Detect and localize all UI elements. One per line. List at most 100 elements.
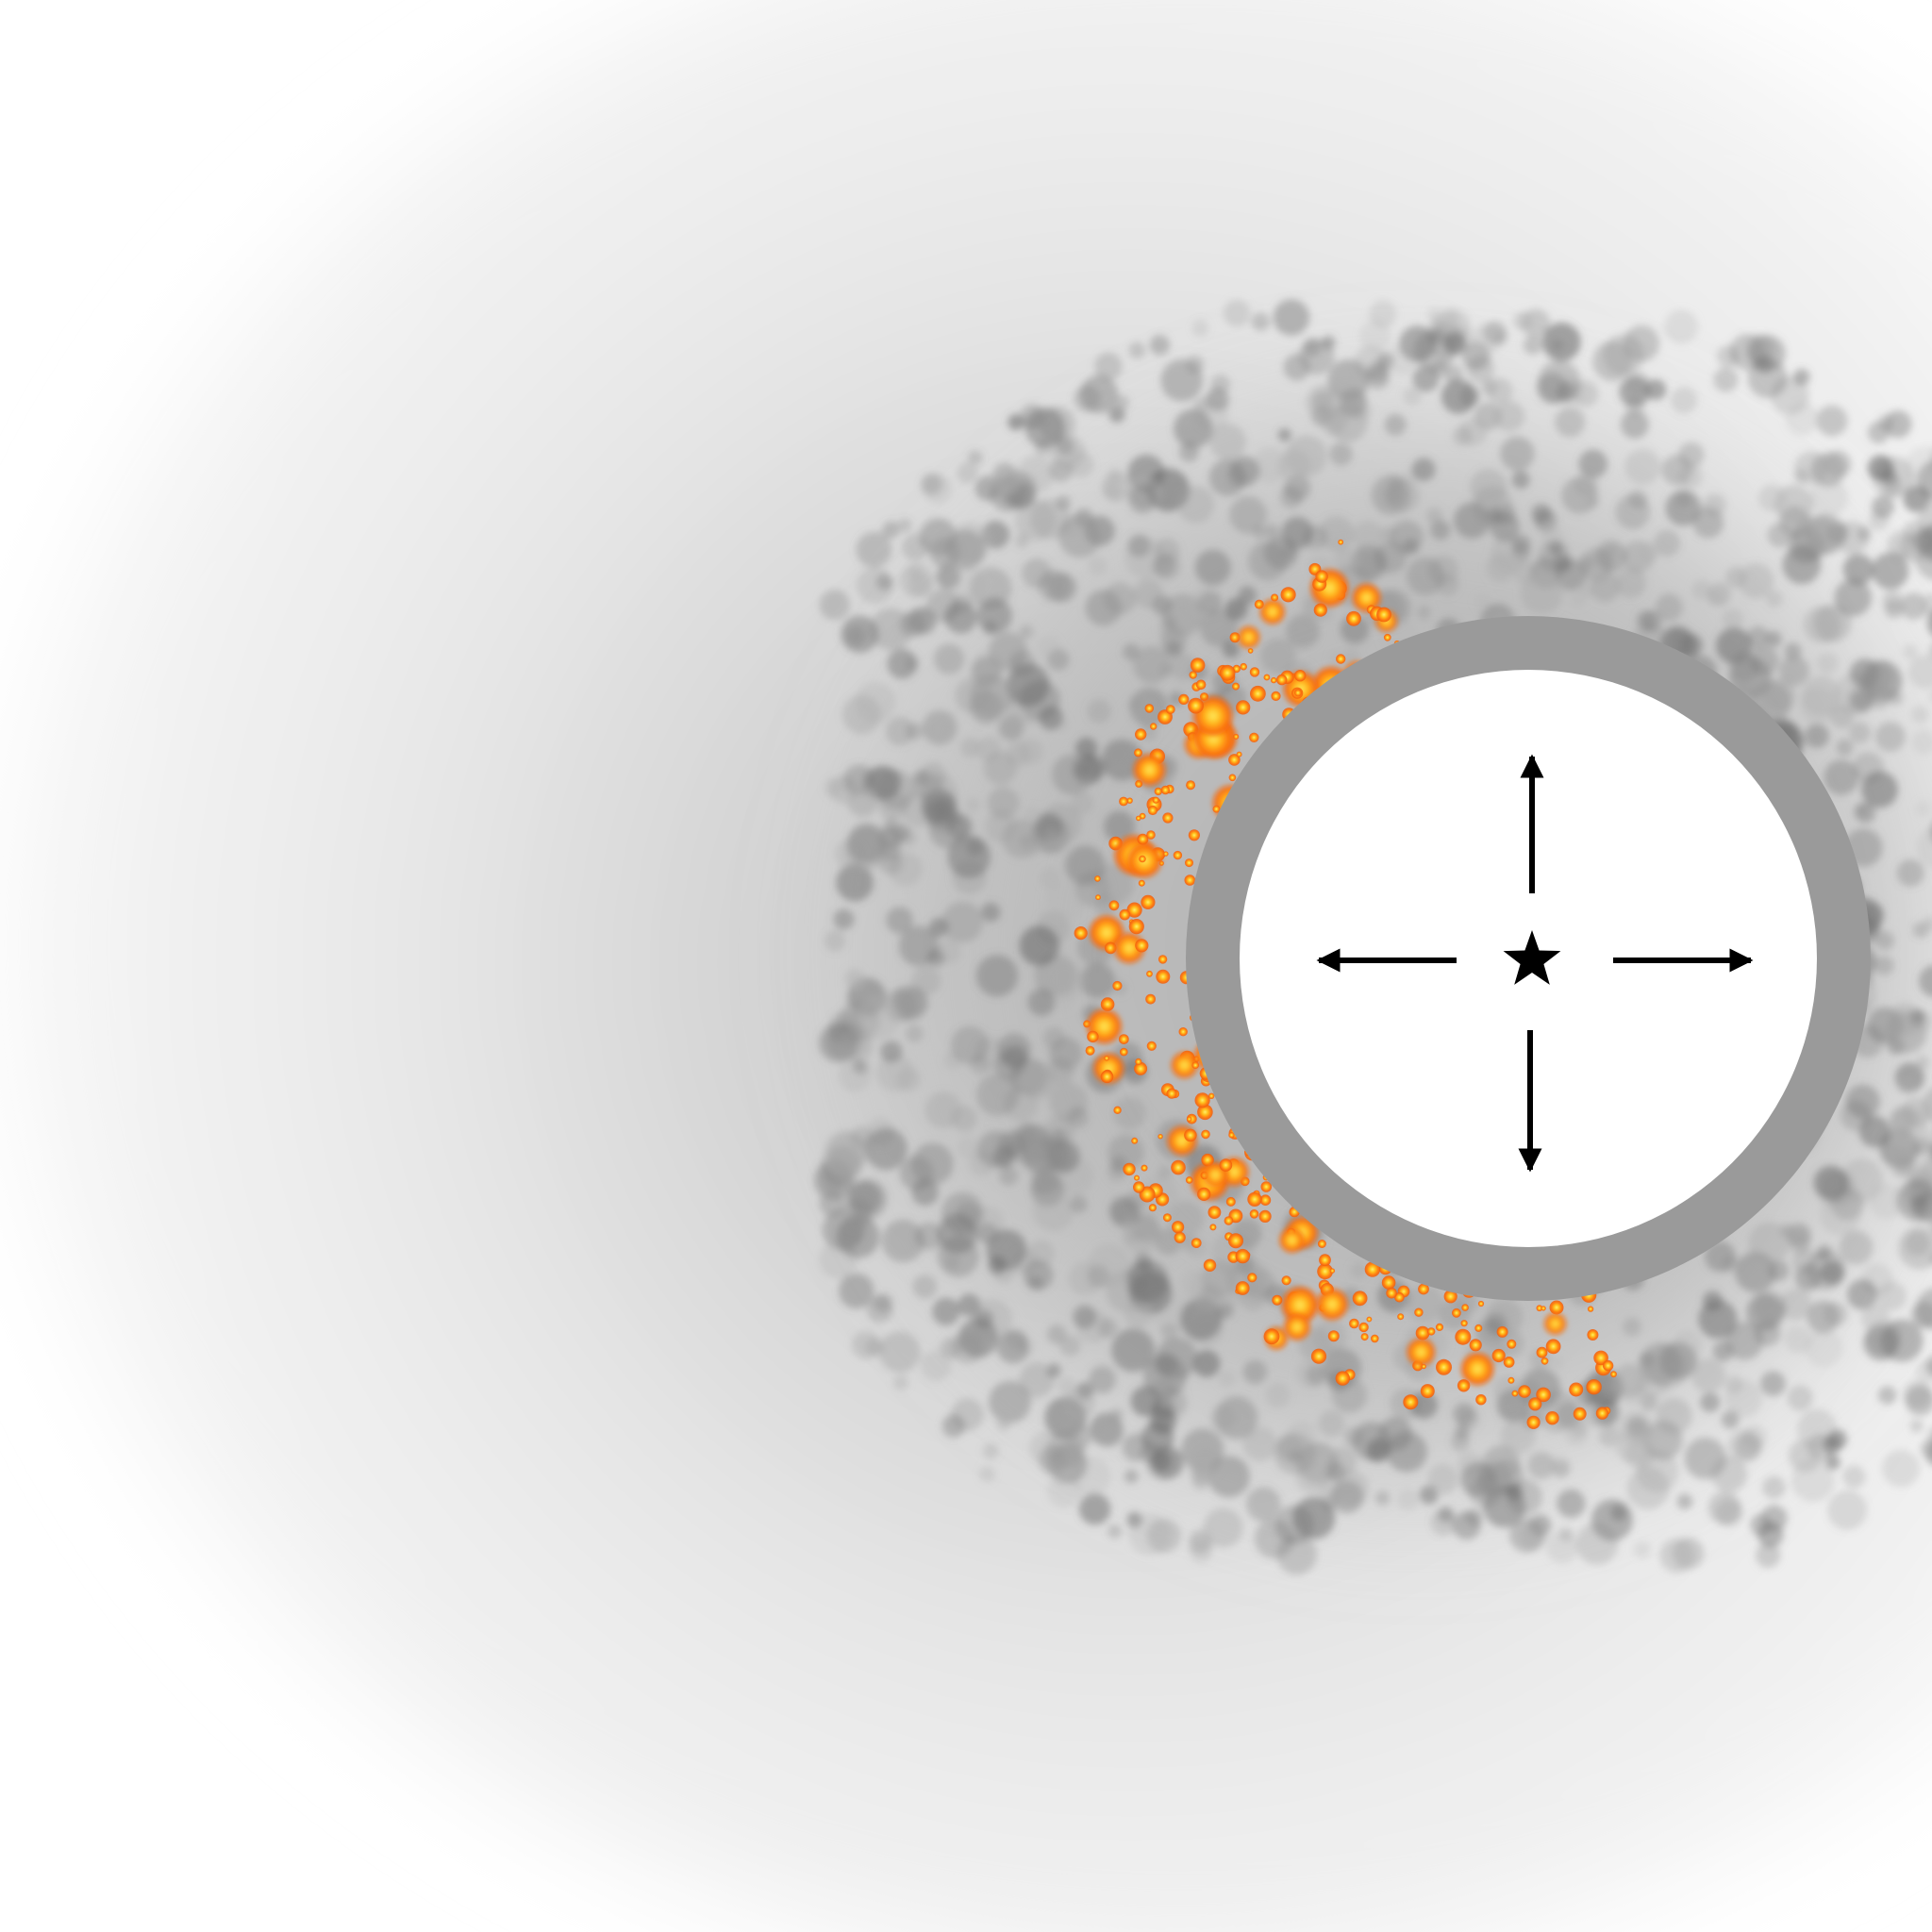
glow-particle (1415, 1325, 1430, 1341)
glow-particle (1228, 774, 1237, 782)
texture-speck (1075, 737, 1098, 759)
texture-speck (1590, 572, 1621, 603)
glow-particle (1276, 674, 1288, 686)
texture-speck (1192, 1350, 1221, 1377)
glow-particle (1095, 894, 1101, 901)
glow-particle (1224, 1216, 1234, 1225)
texture-speck (1916, 826, 1932, 868)
texture-speck (1107, 1524, 1123, 1540)
texture-speck (1386, 478, 1420, 513)
texture-speck (1820, 1260, 1844, 1285)
texture-speck (1808, 477, 1849, 517)
texture-speck (1365, 365, 1391, 390)
texture-speck (1483, 1485, 1525, 1528)
texture-speck (1188, 1445, 1223, 1479)
texture-speck (1765, 630, 1782, 648)
texture-speck (1757, 1522, 1784, 1548)
texture-speck (1722, 608, 1743, 630)
glow-particle (1258, 1209, 1272, 1223)
texture-speck (929, 917, 949, 938)
glow-particle (1074, 926, 1088, 941)
texture-speck (1703, 493, 1726, 517)
texture-speck (992, 465, 1023, 495)
texture-speck (1679, 633, 1704, 657)
glow-particle (1457, 1379, 1471, 1392)
texture-speck (1113, 1096, 1146, 1130)
glow-particle (1166, 1088, 1177, 1099)
glow-particle (1133, 754, 1166, 786)
texture-speck (1264, 524, 1280, 540)
glow-particle (1188, 829, 1200, 841)
glow-particle (1281, 1275, 1291, 1286)
texture-speck (1857, 526, 1872, 541)
glow-particle (1236, 700, 1251, 715)
texture-speck (988, 1256, 1007, 1274)
glow-particle (1386, 1287, 1397, 1299)
glow-particle (1403, 1394, 1419, 1410)
glow-particle (1165, 705, 1175, 714)
texture-speck (1359, 320, 1391, 353)
texture-speck (1707, 1491, 1741, 1524)
texture-speck (1861, 660, 1893, 693)
texture-speck (1306, 384, 1343, 422)
texture-speck (1615, 494, 1651, 530)
texture-speck (1839, 1230, 1874, 1265)
glow-particle (1197, 1187, 1211, 1201)
texture-speck (996, 1417, 1011, 1431)
glow-particle (1477, 1300, 1485, 1307)
glow-particle (1123, 1162, 1136, 1176)
texture-speck (1058, 1376, 1076, 1396)
texture-speck (1659, 1538, 1694, 1574)
texture-speck (976, 1130, 1015, 1169)
texture-speck (1132, 645, 1171, 684)
glow-particle (1134, 1061, 1148, 1075)
texture-speck (1875, 722, 1906, 752)
texture-speck (1760, 1371, 1786, 1396)
glow-particle (1602, 1359, 1614, 1372)
texture-speck (1613, 1363, 1648, 1399)
texture-speck (1242, 1426, 1277, 1461)
texture-speck (1911, 706, 1929, 724)
texture-speck (1014, 534, 1029, 548)
texture-speck (1493, 502, 1516, 525)
texture-speck (1872, 552, 1909, 590)
texture-speck (1217, 1370, 1236, 1388)
glow-particle (1294, 670, 1307, 682)
texture-speck (1508, 1517, 1544, 1553)
glow-particle (1133, 1181, 1145, 1193)
glow-particle (1414, 1307, 1424, 1317)
glow-particle (1284, 1313, 1310, 1341)
texture-speck (833, 908, 855, 930)
glow-particle (1587, 1329, 1599, 1341)
texture-speck (1254, 1519, 1294, 1559)
texture-speck (1882, 1449, 1920, 1488)
texture-speck (912, 1274, 938, 1299)
glow-particle (1203, 1258, 1217, 1273)
texture-speck (1242, 1359, 1268, 1385)
texture-speck (1426, 307, 1441, 322)
texture-speck (909, 608, 937, 635)
glow-particle (1087, 1030, 1099, 1043)
glow-particle (1541, 1306, 1546, 1311)
texture-speck (1333, 1470, 1370, 1507)
texture-speck (1457, 1408, 1480, 1431)
texture-speck (998, 1166, 1019, 1186)
glow-particle (1184, 1128, 1197, 1142)
texture-speck (1047, 1324, 1067, 1344)
texture-speck (1443, 364, 1463, 384)
texture-speck (1861, 771, 1898, 808)
glow-particle (1250, 685, 1266, 702)
texture-speck (1915, 1288, 1932, 1330)
texture-speck (989, 1380, 1031, 1424)
texture-speck (1624, 448, 1661, 485)
texture-speck (1896, 1178, 1932, 1222)
texture-speck (1625, 371, 1651, 396)
glow-particle (1186, 780, 1196, 791)
texture-speck (1039, 706, 1063, 730)
texture-speck (857, 996, 901, 1041)
texture-speck (922, 474, 952, 504)
texture-speck (1690, 1358, 1726, 1393)
texture-speck (1846, 1279, 1878, 1310)
texture-speck (1229, 456, 1260, 487)
glow-particle (1141, 894, 1156, 910)
